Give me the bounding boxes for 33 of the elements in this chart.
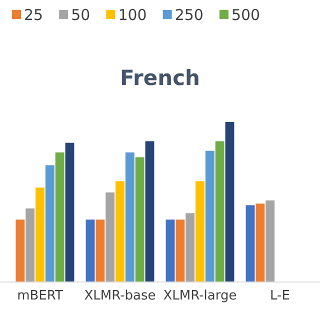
x-tick-label: mBERT — [17, 288, 63, 304]
bar — [65, 142, 74, 282]
x-tick-label: L-E — [270, 288, 290, 304]
bar — [36, 188, 44, 282]
bar — [116, 181, 124, 282]
legend-label: 100 — [118, 6, 147, 24]
bar — [26, 208, 35, 282]
bar — [86, 220, 95, 282]
legend-label: 250 — [174, 6, 204, 24]
bar — [45, 165, 54, 282]
legend-label: 500 — [231, 6, 260, 24]
bar — [176, 220, 185, 282]
bar — [55, 152, 64, 282]
bar — [205, 150, 214, 282]
bar — [256, 204, 265, 282]
bar — [125, 152, 134, 282]
x-tick-label: XLMR-base — [84, 288, 156, 304]
bar — [96, 220, 105, 282]
bar — [186, 213, 195, 282]
bar — [215, 141, 224, 282]
bar — [135, 157, 144, 282]
bar — [106, 192, 115, 282]
bar — [266, 200, 275, 282]
bar — [16, 220, 25, 282]
x-tick-label: XLMR-large — [163, 288, 237, 304]
bar — [166, 220, 175, 282]
bar — [246, 205, 255, 282]
bar — [145, 141, 154, 282]
legend-label: 50 — [71, 6, 90, 24]
bar — [196, 181, 204, 282]
chart-title: French — [120, 66, 200, 90]
legend-label: 25 — [24, 6, 44, 24]
bar — [225, 122, 234, 282]
